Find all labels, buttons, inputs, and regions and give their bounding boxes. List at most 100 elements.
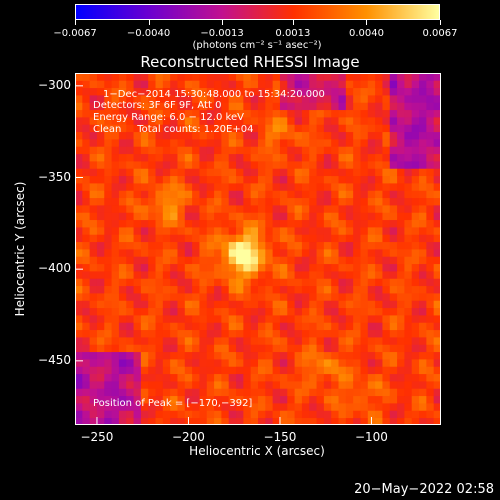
heatmap-cell [184,337,193,345]
heatmap-cell [345,241,354,250]
heatmap-cell [177,227,186,235]
heatmap-cell [243,315,252,323]
heatmap-cell [294,146,303,155]
heatmap-cell [382,212,391,221]
heatmap-cell [192,205,200,213]
heatmap-cell [82,256,91,265]
heatmap-cell [104,109,112,118]
heatmap-cell [301,366,310,375]
heatmap-cell [170,315,178,323]
heatmap-cell [133,337,142,345]
heatmap-cell [199,388,208,397]
heatmap-cell [287,175,295,184]
heatmap-cell [272,293,281,301]
heatmap-cell [126,395,134,404]
heatmap-cell [272,131,281,140]
heatmap-cell [367,388,376,397]
heatmap-cell [323,293,332,301]
heatmap-cell [221,109,230,118]
heatmap-cell [279,293,288,301]
heatmap-cell [140,285,149,294]
heatmap-cell [331,329,339,338]
heatmap-cell [214,249,222,257]
heatmap-cell [265,190,274,199]
heatmap-cell [375,168,383,177]
heatmap-cell [228,241,237,250]
heatmap-cell [389,249,398,257]
heatmap-cell [279,373,288,382]
heatmap-cell [338,183,347,191]
heatmap-cell [140,395,149,404]
heatmap-cell [162,95,171,103]
heatmap-cell [309,197,317,206]
heatmap-cell [316,241,325,250]
heatmap-cell [192,381,200,389]
heatmap-cell [353,249,361,257]
heatmap-cell [287,410,295,419]
heatmap-cell [338,381,347,389]
heatmap-cell [170,183,178,191]
heatmap-cell [126,139,134,147]
heatmap-cell [338,322,347,331]
heatmap-cell [89,359,98,367]
heatmap-cell [111,102,120,111]
heatmap-cell [228,307,237,316]
heatmap-cell [301,417,310,425]
heatmap-cell [104,285,112,294]
heatmap-cell [104,388,112,397]
heatmap-cell [162,285,171,294]
heatmap-cell [426,293,435,301]
heatmap-cell [104,234,112,243]
heatmap-cell [155,285,164,294]
heatmap-cell [345,168,354,177]
heatmap-cell [411,175,420,184]
heatmap-cell [236,417,244,425]
heatmap-cell [96,249,105,257]
heatmap-cell [360,359,369,367]
heatmap-cell [89,300,98,309]
heatmap-cell [360,403,369,411]
heatmap-cell [426,307,435,316]
heatmap-cell [250,241,259,250]
heatmap-cell [118,315,127,323]
heatmap-cell [338,344,347,353]
heatmap-cell [382,256,391,265]
heatmap-cell [221,307,230,316]
heatmap-cell [411,373,420,382]
heatmap-cell [96,337,105,345]
heatmap-cell [177,395,186,404]
heatmap-cell [345,271,354,279]
heatmap-cell [162,234,171,243]
heatmap-cell [382,359,391,367]
heatmap-cell [126,329,134,338]
heatmap-cell [411,227,420,235]
heatmap-cell [118,263,127,272]
heatmap-cell [287,373,295,382]
heatmap-cell [96,146,105,155]
heatmap-cell [162,366,171,375]
heatmap-cell [309,278,317,287]
heatmap-cell [301,183,310,191]
heatmap-cell [338,87,347,96]
heatmap-cell [133,285,142,294]
heatmap-cell [162,315,171,323]
heatmap-cell [184,102,193,111]
heatmap-cell [243,161,252,169]
heatmap-cell [177,234,186,243]
heatmap-cell [170,168,178,177]
heatmap-cell [250,344,259,353]
heatmap-cell [404,227,413,235]
heatmap-cell [316,190,325,199]
heatmap-cell [360,161,369,169]
heatmap-cell [177,256,186,265]
heatmap-cell [309,410,317,419]
heatmap-cell [250,124,259,133]
heatmap-cell [360,80,369,89]
heatmap-cell [104,87,112,96]
heatmap-cell [155,102,164,111]
heatmap-cell [118,366,127,375]
heatmap-cell [250,278,259,287]
heatmap-cell [309,249,317,257]
heatmap-cell [272,417,281,425]
heatmap-cell [433,344,441,353]
